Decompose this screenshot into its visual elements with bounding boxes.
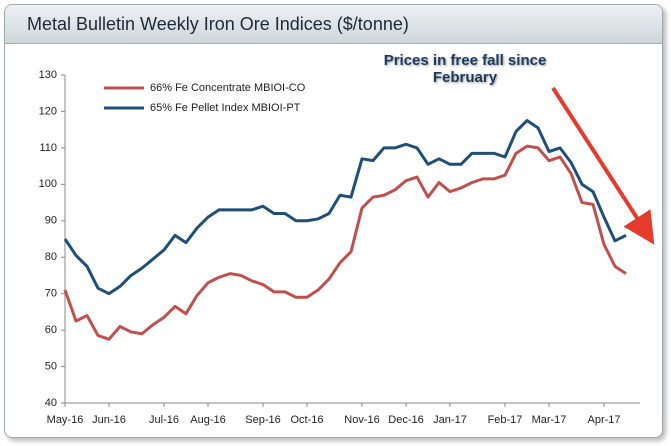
- x-tick-label: Apr-17: [587, 414, 620, 426]
- x-tick-label: Feb-17: [488, 414, 523, 426]
- x-tick-label: May-16: [47, 414, 84, 426]
- y-tick-label: 40: [45, 397, 57, 409]
- x-tick-label: Dec-16: [388, 414, 423, 426]
- x-tick-label: Nov-16: [344, 414, 379, 426]
- y-tick-label: 60: [45, 324, 57, 336]
- x-tick-label: Aug-16: [190, 414, 225, 426]
- arrow: [551, 86, 655, 245]
- annotation: Prices in free fall since February: [383, 52, 547, 86]
- chart-title: Metal Bulletin Weekly Iron Ore Indices (…: [27, 14, 409, 34]
- x-tick-label: Mar-17: [532, 414, 567, 426]
- y-tick-label: 100: [39, 178, 57, 190]
- y-tick-label: 80: [45, 251, 57, 263]
- annotation-box: Prices in free fall since February: [383, 52, 547, 86]
- legend-label: 65% Fe Pellet Index MBIOI-PT: [150, 102, 301, 114]
- y-tick-label: 90: [45, 215, 57, 227]
- x-tick-label: Oct-16: [290, 414, 323, 426]
- y-tick-label: 50: [45, 360, 57, 372]
- x-tick-label: Jul-16: [149, 414, 179, 426]
- y-tick-label: 130: [39, 69, 57, 81]
- data-line: [63, 144, 627, 341]
- chart-frame: Metal Bulletin Weekly Iron Ore Indices (…: [4, 4, 663, 438]
- y-tick-label: 70: [45, 288, 57, 300]
- y-tick-label: 110: [39, 142, 57, 154]
- x-tick-label: Jun-16: [92, 414, 126, 426]
- x-tick-label: Sep-16: [245, 414, 280, 426]
- header: Metal Bulletin Weekly Iron Ore Indices (…: [5, 5, 662, 44]
- x-tick-label: Jan-17: [433, 414, 467, 426]
- y-tick-label: 120: [39, 105, 57, 117]
- legend-label: 66% Fe Concentrate MBIOI-CO: [150, 82, 306, 94]
- data-line: [63, 119, 627, 296]
